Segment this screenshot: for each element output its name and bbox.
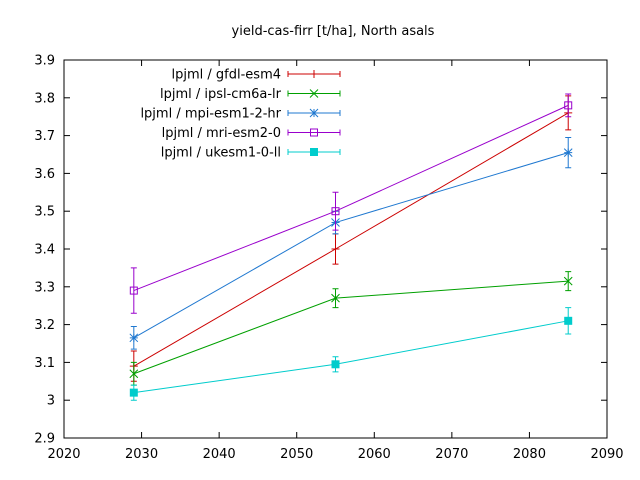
series-line [133,280,569,375]
data-point [563,276,573,286]
x-tick-label: 2040 [203,447,236,462]
axes: 2020 2030 2040 2050 2060 2070 2080 2090 2.9 3 3.1 3… [34,54,623,463]
legend-label: lpjml / gfdl-esm4 [172,68,281,83]
y-tick-label: 3.6 [34,167,55,182]
y-tick-label: 3.7 [34,129,55,144]
data-point [564,316,573,325]
y-tick-label: 3 [47,394,55,409]
y-tick-label: 3.8 [34,91,55,106]
data-point [129,369,139,379]
data-point [129,286,138,295]
y-tick-label: 3.4 [34,243,55,258]
error-bar [332,191,339,231]
y-tick-label: 2.9 [34,432,55,447]
legend-label: lpjml / mri-esm2-0 [162,126,281,141]
legend: lpjml / gfdl-esm4 lpjml / ipsl-cm6a-lr lpj… [140,68,341,161]
error-bar [565,93,572,118]
series-5 [129,307,573,401]
series-layer [129,93,573,401]
data-point [129,388,138,397]
series-4 [129,93,573,314]
data-point [564,101,573,110]
legend-label: lpjml / ipsl-cm6a-lr [160,87,282,102]
x-tick-label: 2050 [280,447,313,462]
legend-marker [309,108,319,118]
x-tick-label: 2080 [513,447,546,462]
legend-marker [309,89,319,98]
series-3 [129,136,573,350]
legend-marker [310,128,318,137]
x-tick-label: 2090 [590,447,623,462]
x-tick-label: 2060 [358,447,391,462]
data-point [331,245,340,253]
x-tick-label: 2070 [435,447,468,462]
legend-label: lpjml / ukesm1-0-ll [161,146,281,161]
chart-title: yield-cas-firr [t/ha], North asals [232,24,435,39]
series-line [133,152,569,339]
x-tick-label: 2030 [125,447,158,462]
data-point [129,333,139,343]
legend-marker [310,148,318,156]
legend-marker [310,70,318,78]
y-tick-label: 3.5 [34,205,55,220]
legend-label: lpjml / mpi-esm1-2-hr [140,107,281,122]
y-tick-label: 3.1 [34,356,55,371]
data-point [331,207,340,216]
error-bar [130,267,137,314]
data-point [331,360,340,369]
data-point [563,148,573,157]
x-tick-label: 2020 [47,447,80,462]
legend-item-3: lpjml / mpi-esm1-2-hr [140,107,341,122]
legend-item-5: lpjml / ukesm1-0-ll [161,146,341,161]
legend-item-2: lpjml / ipsl-cm6a-lr [160,87,341,102]
legend-item-1: lpjml / gfdl-esm4 [172,68,341,83]
series-line [133,320,569,394]
legend-swatch-line [287,129,341,136]
legend-item-4: lpjml / mri-esm2-0 [162,126,341,141]
y-tick-label: 3.9 [34,54,55,69]
y-tick-label: 3.3 [34,280,55,295]
y-tick-label: 3.2 [34,318,55,333]
data-point [331,293,340,303]
series-2 [129,271,573,386]
